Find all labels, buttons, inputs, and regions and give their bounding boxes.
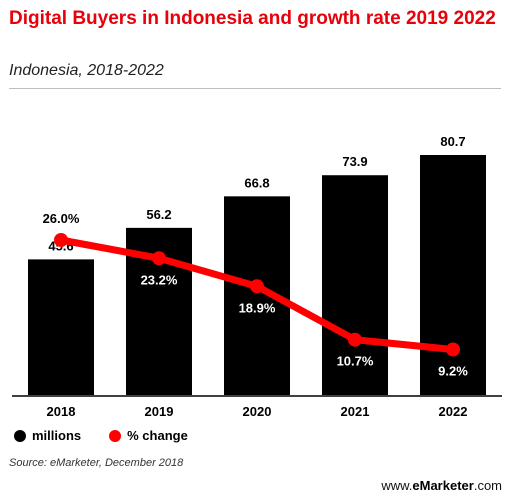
brand-prefix: www. <box>381 478 413 493</box>
growth-label-2019: 23.2% <box>141 272 178 287</box>
bar-2021 <box>322 175 388 395</box>
source-note: Source: eMarketer, December 2018 <box>9 457 184 469</box>
growth-point-2018 <box>54 233 68 247</box>
legend-label-line: % change <box>127 428 188 443</box>
x-tick-2020: 2020 <box>243 404 272 419</box>
growth-label-2022: 9.2% <box>438 364 468 379</box>
brand-name: eMarketer <box>412 478 474 493</box>
growth-label-2021: 10.7% <box>337 354 374 369</box>
growth-point-2019 <box>152 251 166 266</box>
brand-footer: www.eMarketer.com <box>381 478 502 493</box>
growth-point-2021 <box>348 332 362 347</box>
x-tick-2021: 2021 <box>341 404 370 419</box>
growth-label-2020: 18.9% <box>239 300 276 315</box>
x-tick-2022: 2022 <box>439 404 468 419</box>
x-tick-2018: 2018 <box>47 404 76 419</box>
legend-label-bars: millions <box>32 428 82 443</box>
legend-swatch-line <box>109 429 122 442</box>
legend-swatch-bars <box>14 429 26 442</box>
x-tick-2019: 2019 <box>145 404 174 419</box>
bar-label-2022: 80.7 <box>440 134 465 149</box>
growth-point-2020 <box>250 279 264 294</box>
legend-item-bars: millions <box>14 428 81 443</box>
header-divider <box>9 88 501 89</box>
bar-label-2019: 56.2 <box>146 207 171 222</box>
legend: millions % change <box>14 428 216 443</box>
growth-point-2022 <box>446 342 460 357</box>
bar-2018 <box>28 259 94 395</box>
legend-item-line: % change <box>109 428 188 443</box>
growth-label-2018: 26.0% <box>43 211 80 226</box>
brand-suffix: .com <box>473 478 502 493</box>
bar-2022 <box>420 155 486 395</box>
chart-subtitle: Indonesia, 2018-2022 <box>9 62 164 79</box>
bar-label-2020: 66.8 <box>244 175 269 190</box>
bar-label-2021: 73.9 <box>342 154 367 169</box>
chart-title: Digital Buyers in Indonesia and growth r… <box>9 8 496 29</box>
